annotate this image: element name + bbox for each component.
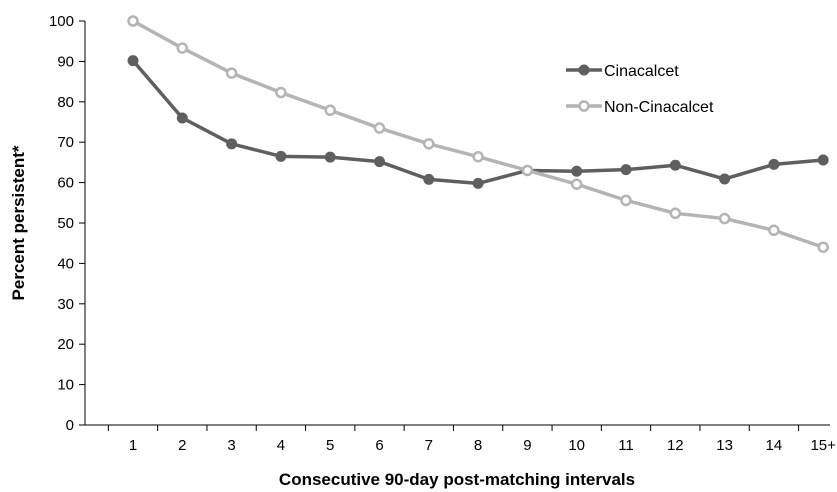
- y-tick-label: 10: [57, 377, 74, 394]
- y-tick-label: 80: [57, 94, 74, 111]
- legend-label: Non-Cinacalcet: [604, 99, 714, 116]
- x-tick-label: 5: [326, 437, 334, 454]
- data-point: [423, 138, 435, 150]
- legend: Cinacalcet Non-Cinacalcet: [566, 63, 714, 116]
- data-point: [669, 207, 682, 220]
- data-point: [719, 173, 731, 185]
- data-point: [718, 212, 731, 225]
- series-line: [132, 19, 824, 249]
- data-point: [374, 156, 385, 168]
- legend-item: Cinacalcet: [566, 63, 679, 80]
- data-point: [521, 164, 534, 177]
- data-point: [571, 165, 583, 177]
- y-tick-label: 70: [57, 134, 74, 151]
- y-tick-label: 100: [49, 13, 74, 30]
- x-tick-label: 2: [178, 437, 186, 454]
- x-axis-title: Consecutive 90-day post-matching interva…: [279, 470, 635, 489]
- x-tick-label: 8: [474, 437, 482, 454]
- data-point: [570, 178, 583, 190]
- data-point: [176, 112, 188, 124]
- data-point: [620, 194, 632, 207]
- y-tick-label: 40: [57, 255, 74, 272]
- x-tick-label: 11: [618, 437, 634, 454]
- data-point: [324, 104, 336, 117]
- x-tick-label: 10: [568, 437, 585, 454]
- legend-label: Cinacalcet: [604, 63, 679, 80]
- y-tick-label: 20: [57, 336, 74, 353]
- y-tick-label: 90: [57, 53, 74, 70]
- series-non-cinacalcet: [127, 15, 829, 253]
- x-tick-label: 6: [375, 437, 383, 454]
- data-point: [472, 177, 484, 189]
- data-point: [620, 164, 632, 176]
- data-point: [817, 154, 829, 166]
- data-point: [817, 241, 829, 253]
- data-point: [669, 159, 681, 171]
- data-point: [768, 158, 780, 170]
- data-point: [275, 150, 287, 162]
- y-tick-label: 60: [57, 175, 74, 192]
- legend-marker: [578, 64, 590, 76]
- data-point: [176, 42, 189, 54]
- series-cinacalcet: [127, 55, 829, 189]
- x-tick-label: 9: [523, 437, 531, 454]
- data-point: [472, 150, 484, 163]
- x-tick-label: 13: [716, 437, 733, 454]
- y-axis-title: Percent persistent*: [9, 145, 28, 300]
- data-point: [275, 86, 287, 99]
- data-point: [324, 151, 336, 163]
- y-tick-label: 30: [57, 296, 74, 313]
- x-tick-label: 1: [129, 437, 137, 454]
- x-tick-label: 4: [277, 437, 285, 454]
- data-point: [127, 55, 139, 67]
- x-tick-label: 15+: [810, 437, 836, 454]
- y-tick-label: 0: [66, 417, 74, 434]
- data-point: [226, 138, 238, 150]
- data-point: [373, 122, 386, 134]
- data-point: [768, 224, 780, 237]
- x-tick-label: 14: [766, 437, 783, 454]
- data-point: [225, 67, 238, 79]
- series-layer: [127, 15, 829, 253]
- data-point: [127, 15, 139, 27]
- legend-item: Non-Cinacalcet: [566, 99, 714, 116]
- y-tick-label: 50: [57, 215, 74, 232]
- x-tick-label: 7: [425, 437, 433, 454]
- x-tick-label: 12: [667, 437, 684, 454]
- series-line: [131, 59, 824, 186]
- legend-marker: [578, 100, 590, 112]
- x-tick-label: 3: [227, 437, 235, 454]
- data-point: [423, 173, 435, 185]
